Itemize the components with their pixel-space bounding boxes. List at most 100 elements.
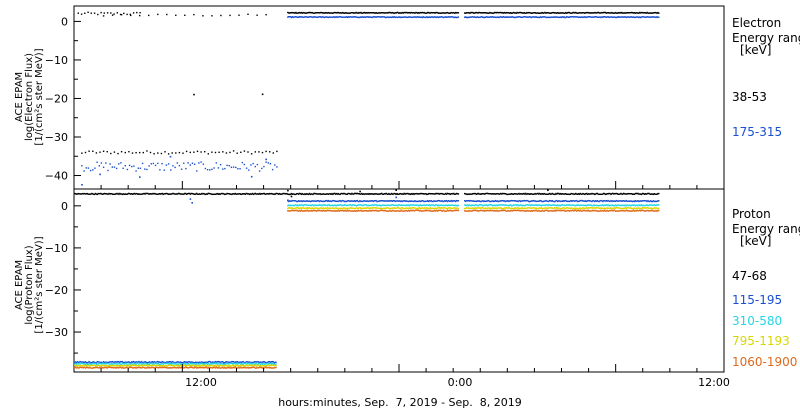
proton-data-points xyxy=(74,189,660,369)
proton-point-310-580 xyxy=(371,204,374,206)
proton-point-47-68 xyxy=(284,192,286,195)
proton-point-310-580 xyxy=(470,205,472,207)
proton-point-795-1193 xyxy=(399,207,402,210)
proton-point-1060-1900 xyxy=(166,366,168,369)
proton-point-115-195 xyxy=(648,200,650,203)
proton-point-115-195 xyxy=(367,200,369,203)
electron-point-38-53 xyxy=(415,11,417,14)
proton-point-115-195 xyxy=(126,361,128,363)
proton-point-1060-1900 xyxy=(634,210,636,212)
electron-point-175-315 xyxy=(94,167,96,169)
proton-point-115-195 xyxy=(572,200,574,202)
electron-point-175-315 xyxy=(287,16,289,18)
proton-point-1060-1900 xyxy=(554,209,556,211)
electron-point-38-53 xyxy=(471,11,473,14)
electron-point-175-315 xyxy=(333,16,335,18)
electron-point-38-53 xyxy=(411,12,413,14)
proton-point-310-580 xyxy=(317,204,320,207)
proton-point-1060-1900 xyxy=(416,209,418,211)
electron-point-175-315 xyxy=(319,16,321,18)
electron-point-38-53 xyxy=(588,12,590,14)
proton-point-1060-1900 xyxy=(398,210,400,212)
electron-point-175-315 xyxy=(384,16,386,19)
proton-point-47-68 xyxy=(208,192,210,195)
proton-point-115-195 xyxy=(135,361,137,363)
proton-point-115-195 xyxy=(213,361,215,364)
electron-point-38-53 xyxy=(157,152,159,154)
proton-point-795-1193 xyxy=(288,207,291,209)
proton-point-115-195 xyxy=(302,200,304,202)
proton-point-1060-1900 xyxy=(147,366,149,368)
electron-point-38-53 xyxy=(575,11,577,14)
proton-point-795-1193 xyxy=(255,365,257,367)
proton-point-1060-1900 xyxy=(150,366,153,369)
proton-point-115-195 xyxy=(239,361,241,363)
proton-point-47-68 xyxy=(188,192,191,195)
proton-point-310-580 xyxy=(510,204,512,206)
electron-point-38-53 xyxy=(455,12,458,14)
proton-point-115-195 xyxy=(306,200,308,202)
proton-point-795-1193 xyxy=(236,365,238,367)
proton-point-1060-1900 xyxy=(467,210,469,212)
proton-point-47-68 xyxy=(241,193,243,195)
proton-point-795-1193 xyxy=(95,365,98,367)
electron-point-38-53 xyxy=(335,12,338,14)
proton-point-115-195 xyxy=(352,200,354,202)
proton-point-310-580 xyxy=(303,204,305,206)
electron-point-38-53 xyxy=(442,12,444,14)
proton-point-795-1193 xyxy=(79,364,81,366)
electron-point-38-53 xyxy=(423,11,425,14)
proton-point-795-1193 xyxy=(235,364,237,366)
proton-point-47-68 xyxy=(464,193,467,195)
electron-point-175-315 xyxy=(248,169,250,171)
proton-point-795-1193 xyxy=(92,364,94,367)
electron-point-175-315 xyxy=(332,16,334,18)
proton-point-795-1193 xyxy=(434,207,436,209)
proton-point-115-195 xyxy=(566,200,568,202)
electron-point-175-315 xyxy=(308,16,311,18)
proton-point-310-580 xyxy=(169,362,172,365)
proton-point-115-195 xyxy=(577,200,580,203)
proton-point-47-68 xyxy=(657,192,659,195)
proton-point-795-1193 xyxy=(194,365,196,367)
electron-point-38-53 xyxy=(383,12,386,14)
proton-point-115-195 xyxy=(292,200,294,202)
proton-point-310-580 xyxy=(352,204,354,206)
proton-point-310-580 xyxy=(429,205,432,207)
proton-point-1060-1900 xyxy=(106,367,108,369)
proton-point-795-1193 xyxy=(113,365,116,367)
proton-point-115-195 xyxy=(612,200,614,202)
proton-point-1060-1900 xyxy=(594,210,596,212)
proton-point-310-580 xyxy=(150,362,153,364)
electron-point-175-315 xyxy=(597,16,599,18)
proton-point-310-580 xyxy=(188,363,191,366)
proton-point-1060-1900 xyxy=(173,367,175,369)
proton-point-115-195 xyxy=(323,200,325,202)
proton-point-795-1193 xyxy=(193,365,195,367)
proton-point-47-68 xyxy=(625,193,627,195)
electron-point-175-315 xyxy=(575,16,577,18)
proton-point-47-68 xyxy=(487,192,489,195)
proton-point-310-580 xyxy=(202,363,204,365)
proton-point-1060-1900 xyxy=(146,367,148,369)
proton-point-1060-1900 xyxy=(466,210,469,212)
proton-point-795-1193 xyxy=(203,365,205,367)
proton-point-47-68 xyxy=(127,193,129,195)
electron-point-175-315 xyxy=(648,16,650,18)
proton-point-1060-1900 xyxy=(232,367,234,369)
proton-point-115-195 xyxy=(128,361,130,363)
electron-point-38-53 xyxy=(311,11,313,14)
proton-point-115-195 xyxy=(132,360,135,363)
proton-point-47-68 xyxy=(385,192,387,195)
proton-point-310-580 xyxy=(569,204,571,206)
proton-point-1060-1900 xyxy=(193,367,195,369)
proton-point-47-68 xyxy=(546,193,548,195)
proton-point-47-68 xyxy=(653,193,655,195)
electron-point-38-53 xyxy=(520,12,523,14)
proton-point-310-580 xyxy=(253,363,256,366)
proton-point-115-195 xyxy=(254,361,256,363)
electron-point-175-315 xyxy=(481,16,483,18)
electron-point-175-315 xyxy=(582,16,584,18)
proton-point-47-68 xyxy=(424,193,426,195)
proton-point-115-195 xyxy=(575,200,577,202)
